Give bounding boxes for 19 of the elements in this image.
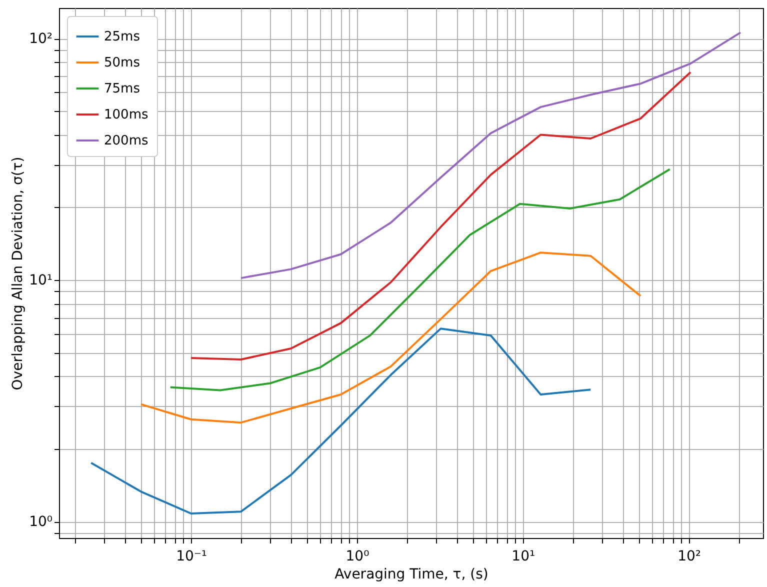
legend-label: 100ms [104,108,148,122]
y-tick-label: 10² [29,31,52,48]
line-series [90,328,592,515]
x-axis-title: Averaging Time, τ, (s) [334,566,488,582]
x-tick-label: 10⁻¹ [176,548,207,564]
y-tick-label: 10⁰ [29,514,53,530]
legend-label: 50ms [104,56,140,70]
x-tick-label: 10² [678,548,702,564]
legend-label: 200ms [104,134,148,148]
y-tick-label: 10¹ [29,272,52,289]
line-series [169,168,671,392]
line-series [240,32,742,280]
legend-label: 75ms [104,82,140,96]
line-series [190,71,692,361]
x-tick-label: 10⁰ [346,548,370,564]
y-axis-title: Overlapping Allan Deviation, σ(τ) [10,156,26,390]
x-tick-label: 10¹ [512,548,536,564]
line-series [140,252,642,424]
legend-label: 25ms [104,30,140,44]
